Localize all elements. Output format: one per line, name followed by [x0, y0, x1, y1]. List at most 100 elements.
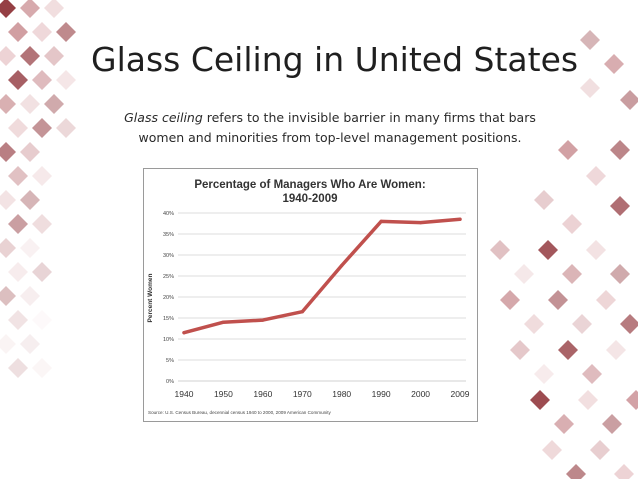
diamond-shape — [20, 334, 40, 354]
y-tick-label: 30% — [163, 253, 174, 259]
chart-container: Percentage of Managers Who Are Women: 19… — [143, 168, 478, 422]
diamond-shape — [8, 22, 28, 42]
diamond-shape — [32, 358, 52, 378]
data-point — [379, 219, 383, 223]
x-tick-label: 2000 — [411, 389, 430, 399]
diamond-shape — [614, 464, 634, 479]
diamond-shape — [586, 240, 606, 260]
diamond-shape — [0, 46, 16, 66]
diamond-shape — [32, 22, 52, 42]
diamond-shape — [8, 310, 28, 330]
diamond-shape — [8, 118, 28, 138]
chart-title-line-2: 1940-2009 — [283, 193, 338, 205]
diamond-shape — [610, 140, 630, 160]
x-tick-label: 1960 — [253, 389, 272, 399]
diamond-shape — [8, 70, 28, 90]
data-point — [182, 331, 186, 335]
diamond-shape — [548, 290, 568, 310]
diamond-shape — [610, 264, 630, 284]
diamond-shape — [514, 264, 534, 284]
diamond-shape — [500, 290, 520, 310]
chart-source-note: Source: U.S. Census Bureau, decennial ce… — [148, 410, 332, 415]
data-point — [418, 221, 423, 225]
diamond-shape — [596, 290, 616, 310]
diamond-shape — [8, 262, 28, 282]
diamond-shape — [44, 0, 64, 18]
diamond-shape — [580, 78, 600, 98]
diamond-shape — [602, 414, 622, 434]
y-tick-label: 25% — [163, 274, 174, 280]
diamond-shape — [0, 94, 16, 114]
series-line — [182, 217, 462, 335]
diamond-shape — [534, 190, 554, 210]
y-tick-label: 40% — [163, 211, 174, 217]
diamond-shape — [20, 238, 40, 258]
diamond-shape — [20, 142, 40, 162]
diamond-shape — [562, 264, 582, 284]
diamond-shape — [538, 240, 558, 260]
diamond-shape — [510, 340, 530, 360]
y-tick-label: 10% — [163, 337, 174, 343]
diamond-shape — [582, 364, 602, 384]
data-point — [340, 263, 344, 268]
y-tick-label: 0% — [166, 379, 174, 385]
data-point — [458, 217, 462, 221]
diamond-shape — [44, 94, 64, 114]
y-tick-labels: 0% 5% 10% 15% 20% 25% 30% 35% 40% — [163, 211, 174, 385]
diamond-shape — [558, 340, 578, 360]
diamond-shape — [606, 340, 626, 360]
y-tick-label: 35% — [163, 232, 174, 238]
diamond-shape — [530, 390, 550, 410]
diamond-shape — [32, 166, 52, 186]
y-tick-label: 20% — [163, 295, 174, 301]
diamond-shape — [620, 314, 638, 334]
x-tick-labels: 1940 1950 1960 1970 1980 1990 2000 2009 — [175, 389, 470, 399]
diamond-shape — [562, 214, 582, 234]
series-women-managers — [182, 217, 462, 335]
diamond-shape — [32, 118, 52, 138]
diamond-shape — [590, 440, 610, 460]
diamond-shape — [524, 314, 544, 334]
x-tick-label: 2009 — [451, 389, 470, 399]
slide-title: Glass Ceiling in United States — [91, 40, 579, 79]
diamond-shape — [20, 190, 40, 210]
diamond-shape — [626, 390, 638, 410]
x-tick-label: 1990 — [372, 389, 391, 399]
diamond-shape — [8, 214, 28, 234]
definition-text: Glass ceiling refers to the invisible ba… — [110, 108, 550, 148]
diamond-shape — [0, 0, 16, 18]
diamond-shape — [8, 166, 28, 186]
y-axis-label: Percent Women — [147, 273, 154, 322]
diamond-shape — [610, 196, 630, 216]
grid-lines — [178, 212, 466, 382]
diamond-shape — [56, 70, 76, 90]
diamond-shape — [586, 166, 606, 186]
x-tick-label: 1940 — [175, 389, 194, 399]
diamond-shape — [558, 140, 578, 160]
x-tick-label: 1980 — [332, 389, 351, 399]
data-point — [261, 318, 265, 322]
diamond-shape — [490, 240, 510, 260]
diamond-shape — [0, 334, 16, 354]
diamond-shape — [32, 262, 52, 282]
diamond-shape — [620, 90, 638, 110]
diamond-shape — [20, 286, 40, 306]
diamond-shape — [0, 142, 16, 162]
diamond-shape — [554, 414, 574, 434]
diamond-shape — [604, 54, 624, 74]
x-tick-label: 1950 — [214, 389, 233, 399]
diamond-shape — [56, 118, 76, 138]
x-tick-label: 1970 — [293, 389, 312, 399]
diamond-shape — [20, 0, 40, 18]
diamond-shape — [0, 190, 16, 210]
definition-term: Glass ceiling — [124, 110, 203, 125]
data-point — [300, 310, 304, 314]
diamond-shape — [44, 46, 64, 66]
diamond-shape — [20, 46, 40, 66]
diamond-shape — [32, 214, 52, 234]
diamond-shape — [56, 22, 76, 42]
diamond-shape — [0, 238, 16, 258]
diamond-shape — [580, 30, 600, 50]
y-tick-label: 15% — [163, 316, 174, 322]
definition-body: refers to the invisible barrier in many … — [138, 110, 536, 145]
